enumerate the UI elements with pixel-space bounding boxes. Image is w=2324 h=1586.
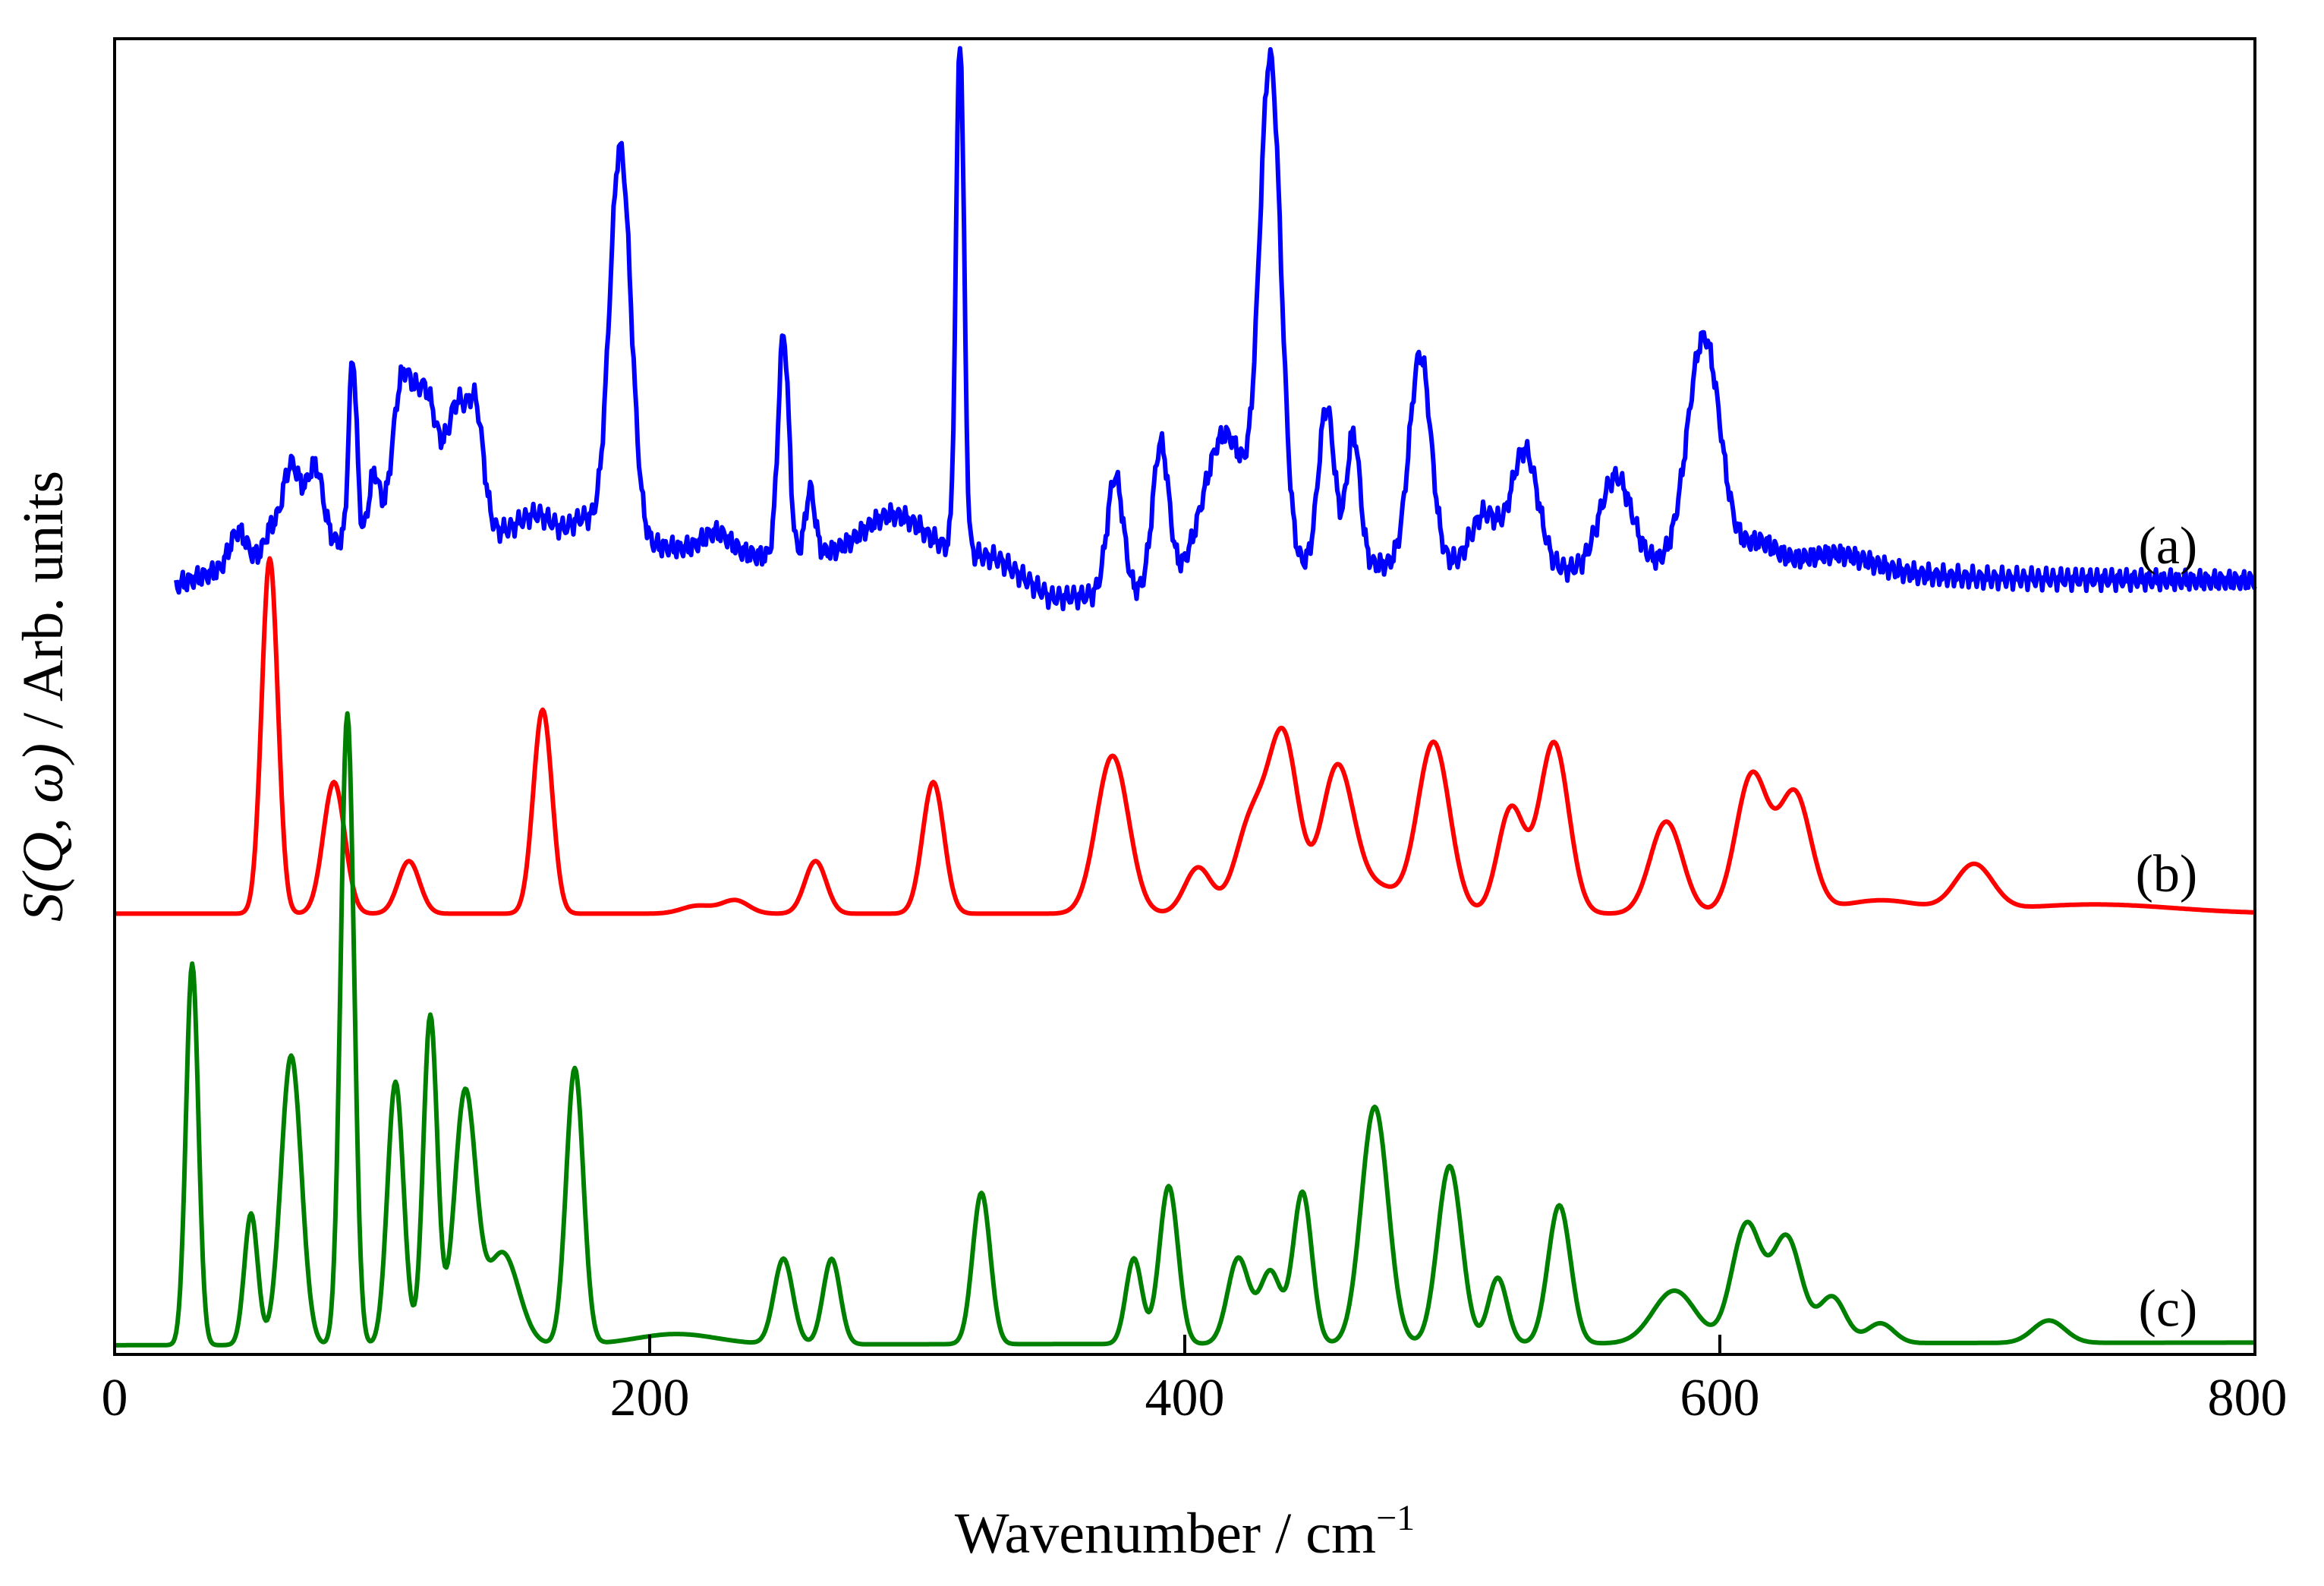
plot-lines: (a) (b) (c)	[113, 46, 2257, 1348]
x-tick-label: 400	[1145, 1369, 1225, 1427]
series-line-b	[113, 556, 2256, 916]
x-tick-label: 800	[2208, 1369, 2288, 1427]
series-label-b: (b)	[2136, 845, 2198, 903]
x-tick-label: 0	[102, 1369, 128, 1427]
plot-frame	[113, 37, 2256, 1356]
y-axis-title-symbol: S(Q, ω)	[11, 743, 75, 922]
y-axis-title-units: / Arb. units	[11, 471, 75, 743]
series-line-c	[113, 711, 2256, 1348]
series-label-c: (c)	[2139, 1280, 2198, 1338]
x-tick-label: 200	[610, 1369, 690, 1427]
x-axis-title: Wavenumber / cm−1	[955, 1498, 1415, 1566]
x-axis-ticks: 0 200 400 600 800	[102, 1335, 2288, 1427]
series-line-a	[174, 46, 2257, 612]
y-axis-title: S(Q, ω) / Arb. units	[11, 471, 75, 922]
series-label-a: (a)	[2139, 517, 2198, 575]
x-axis-title-superscript: −1	[1376, 1498, 1415, 1538]
x-tick-label: 600	[1680, 1369, 1760, 1427]
